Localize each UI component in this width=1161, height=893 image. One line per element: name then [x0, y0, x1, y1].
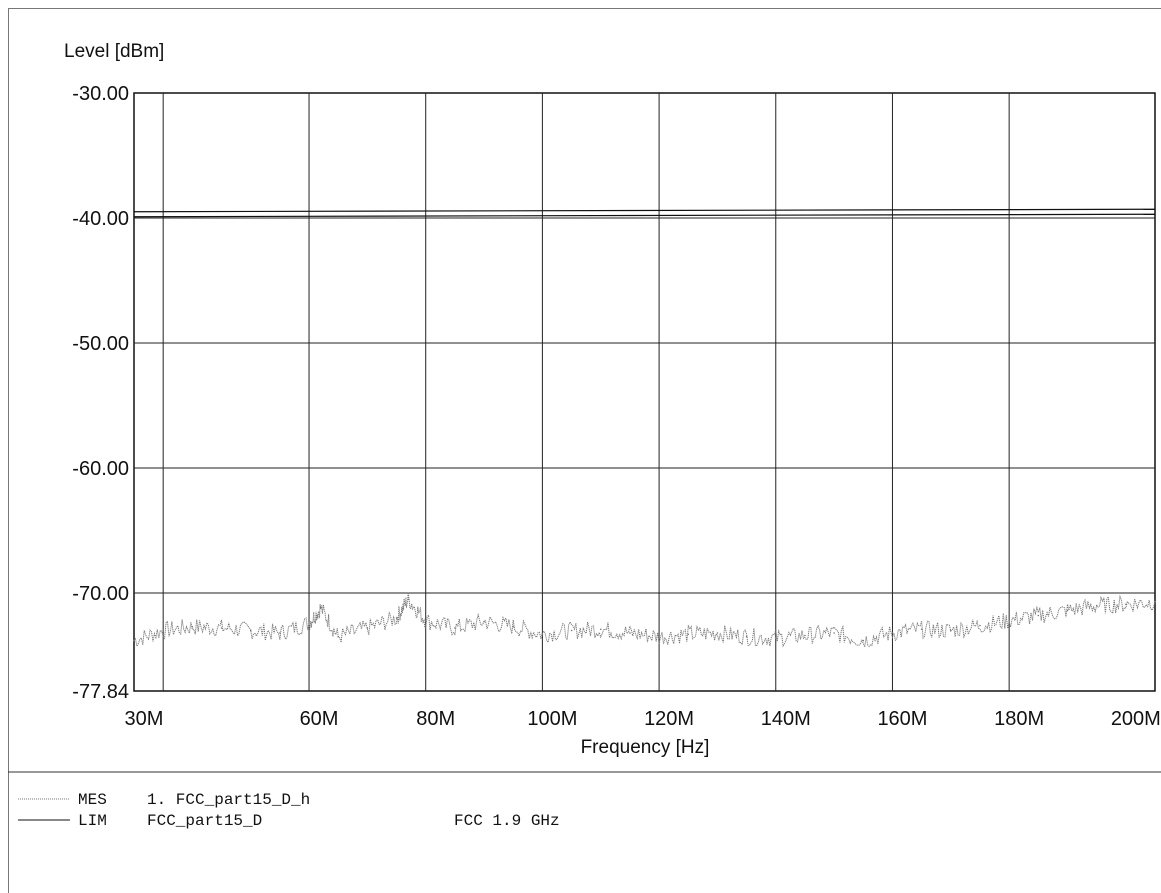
x-tick-label: 200M	[1111, 708, 1161, 730]
data-point	[745, 635, 748, 638]
legend-code-mes: MES	[78, 791, 107, 809]
data-point	[337, 635, 340, 638]
legend-item-lim: LIM FCC_part15_D FCC 1.9 GHz	[18, 812, 560, 830]
plot-area	[133, 92, 1156, 692]
tick-labels: -30.00 -40.00 -50.00 -60.00 -70.00 -77.84 30M 6…	[72, 83, 1161, 730]
data-point	[862, 639, 865, 642]
legend-item-mes: MES 1. FCC_part15_D_h	[18, 791, 310, 809]
legend-note-lim: FCC 1.9 GHz	[454, 812, 560, 830]
data-point	[220, 627, 223, 629]
data-point	[687, 633, 690, 636]
data-point	[454, 627, 456, 629]
data-point	[716, 632, 719, 634]
data-point	[920, 628, 923, 631]
grid	[133, 92, 1156, 692]
x-tick-label: 160M	[877, 708, 927, 730]
x-tick-label: 80M	[416, 708, 455, 730]
data-point	[1066, 609, 1069, 612]
x-tick-label: 140M	[761, 708, 811, 730]
data-point	[570, 629, 573, 632]
data-point	[395, 617, 398, 619]
x-tick-label: 180M	[994, 708, 1044, 730]
y-tick-label: -77.84	[72, 681, 129, 703]
data-point	[424, 619, 427, 622]
legend-code-lim: LIM	[78, 812, 107, 830]
data-point	[407, 598, 410, 601]
data-point	[1095, 604, 1098, 607]
data-point	[162, 629, 164, 632]
data-point	[1154, 600, 1156, 603]
y-tick-label: -30.00	[72, 83, 129, 105]
data-point	[979, 624, 981, 627]
x-tick-label: 120M	[644, 708, 694, 730]
x-axis-title: Frequency [Hz]	[581, 737, 710, 758]
x-tick-label: 60M	[300, 708, 339, 730]
data-point	[366, 627, 369, 629]
y-tick-label: -40.00	[72, 208, 129, 230]
y-tick-label: -70.00	[72, 583, 129, 605]
x-tick-label: 30M	[125, 708, 164, 730]
data-point	[658, 635, 660, 638]
data-point	[483, 620, 485, 623]
legend-label-lim: FCC_part15_D	[147, 812, 262, 830]
legend: MES 1. FCC_part15_D_h LIM FCC_part15_D F…	[18, 791, 560, 830]
y-tick-label: -50.00	[72, 333, 129, 355]
data-point	[804, 634, 806, 637]
data-point	[774, 637, 777, 639]
limit-line-lower	[133, 213, 1156, 218]
chart-frame	[8, 8, 1161, 893]
data-point	[1008, 619, 1010, 622]
data-point	[133, 639, 135, 642]
data-point	[629, 632, 631, 634]
series-group	[133, 208, 1156, 648]
data-point	[599, 628, 602, 631]
data-point	[191, 625, 194, 628]
data-point	[891, 632, 894, 634]
limit-line	[133, 208, 1156, 213]
data-point	[319, 607, 322, 609]
data-point	[249, 629, 252, 632]
y-tick-label: -60.00	[72, 458, 129, 480]
data-point	[279, 632, 281, 634]
data-point	[308, 622, 310, 624]
y-axis-title: Level [dBm]	[64, 41, 164, 62]
data-point	[512, 625, 515, 628]
x-tick-label: 100M	[527, 708, 577, 730]
legend-label-mes: 1. FCC_part15_D_h	[147, 791, 310, 809]
data-point	[1037, 614, 1040, 617]
data-point	[950, 629, 952, 632]
measurement-trace	[133, 592, 1156, 648]
data-point	[541, 633, 544, 636]
data-point	[833, 632, 835, 634]
data-point	[1125, 603, 1127, 606]
